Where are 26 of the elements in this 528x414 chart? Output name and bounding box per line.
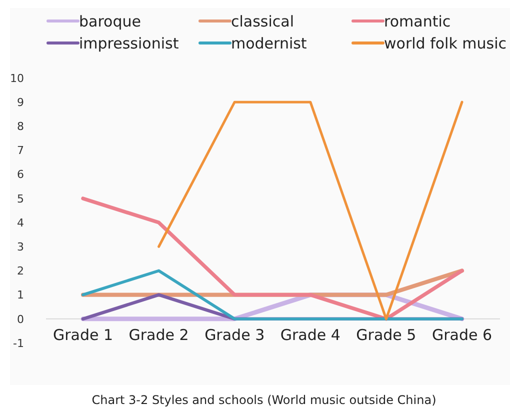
y-tick-label: -1 <box>13 336 24 350</box>
y-tick-label: 0 <box>17 312 24 326</box>
text: Chart 3-2 Styles and schools (World music outside China) <box>92 393 436 407</box>
x-tick-label: Grade 1 <box>52 326 114 344</box>
legend-label: classical <box>231 12 294 30</box>
y-tick-label: 10 <box>10 72 24 85</box>
legend-label: modernist <box>231 34 307 52</box>
legend-label: baroque <box>79 12 141 30</box>
x-tick-label: Grade 4 <box>280 326 340 344</box>
y-tick-label: 5 <box>17 192 24 206</box>
x-tick-label: Grade 3 <box>204 326 265 344</box>
y-tick-label: 1 <box>17 288 24 302</box>
legend-label: world folk music <box>384 34 506 52</box>
x-tick-label: Grade 2 <box>128 326 189 344</box>
legend-label: romantic <box>384 12 451 30</box>
y-tick-label: 8 <box>17 120 24 134</box>
legend-label: impressionist <box>79 34 179 52</box>
y-tick-label: 4 <box>17 216 24 230</box>
y-tick-label: 6 <box>17 168 24 182</box>
line-series <box>81 196 464 321</box>
y-tick-label: 2 <box>17 264 24 278</box>
y-tick-label: 7 <box>17 144 24 158</box>
y-tick-label: 3 <box>17 240 24 254</box>
x-tick-label: Grade 6 <box>432 326 492 344</box>
y-tick-label: 9 <box>17 96 24 109</box>
x-tick-label: Grade 5 <box>356 326 416 344</box>
